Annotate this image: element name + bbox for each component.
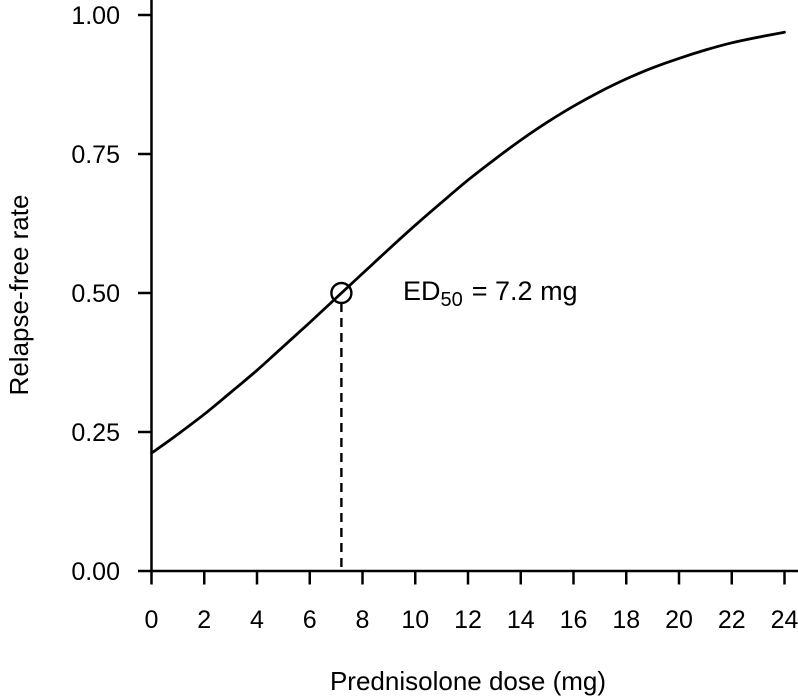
curve-layer	[150, 30, 786, 455]
ed50-annotation: ED50 = 7.2 mg	[403, 276, 578, 311]
x-tick-label-10: 10	[401, 606, 429, 634]
x-tick-label-0: 0	[145, 606, 159, 634]
x-tick-label-2: 2	[197, 606, 211, 634]
ed50-marker	[330, 281, 353, 305]
x-tick-label-6: 6	[303, 606, 317, 634]
ed50-annotation-prefix: ED	[403, 276, 441, 306]
ed50-annotation-value: = 7.2 mg	[472, 276, 578, 306]
y-tick-label-0.50: 0.50	[71, 280, 120, 308]
y-tick-label-0.00: 0.00	[71, 558, 120, 586]
axes-layer: 0.000.250.500.751.000 2 4 6 8 10 12 14 16 18 20 22 2…	[71, 0, 798, 634]
x-tick-label-12: 12	[454, 606, 482, 634]
annotation-layer: ED50 = 7.2 mg	[330, 276, 578, 571]
y-tick-label-1.00: 1.00	[71, 2, 120, 30]
x-tick-label-20: 20	[665, 606, 693, 634]
x-tick-label-18: 18	[612, 606, 640, 634]
x-tick-label-8: 8	[356, 606, 370, 634]
x-tick-label-22: 22	[718, 606, 746, 634]
y-tick-label-0.25: 0.25	[71, 419, 120, 447]
x-tick-label-4: 4	[250, 606, 264, 634]
x-axis-title: Prednisolone dose (mg)	[330, 666, 606, 696]
dose-response-curve	[150, 30, 786, 455]
ed50-annotation-subscript: 50	[441, 289, 463, 311]
x-tick-label-24: 24	[771, 606, 798, 634]
y-axis-title: Relapse-free rate	[4, 195, 34, 396]
x-tick-label-16: 16	[560, 606, 588, 634]
y-tick-label-0.75: 0.75	[71, 141, 120, 169]
x-tick-label-14: 14	[507, 606, 535, 634]
